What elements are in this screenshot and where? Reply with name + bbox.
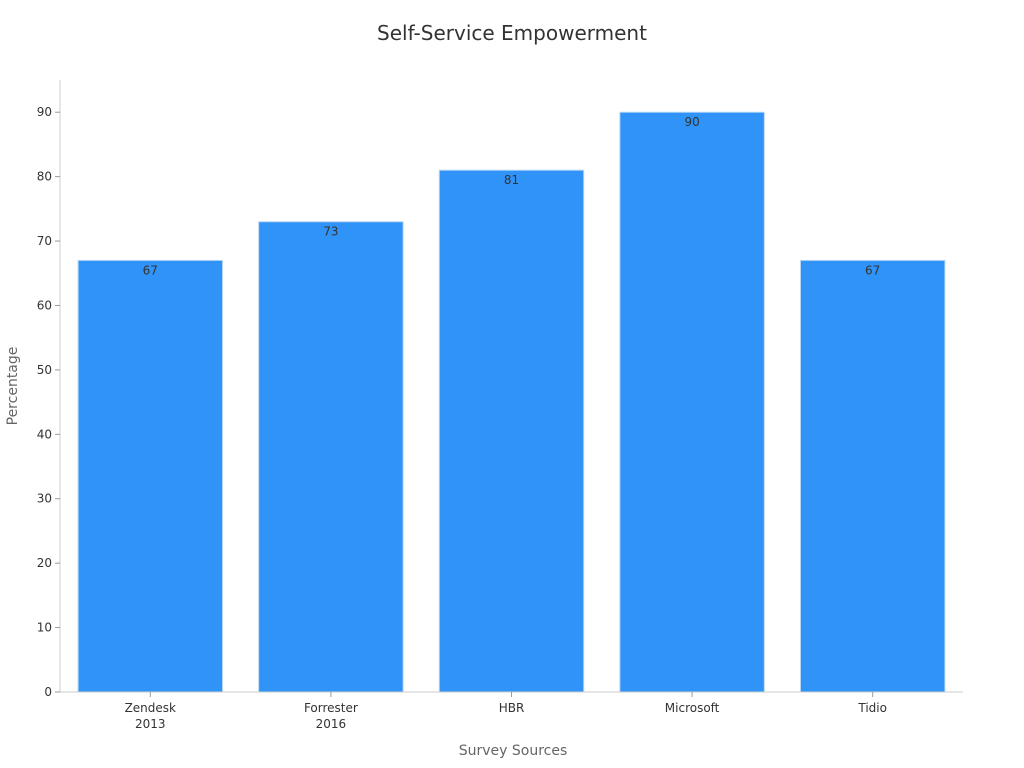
bars-group: 67 73 81 90 67 [77,111,946,693]
bar-3 [619,111,765,693]
y-tick-label-40: 40 [37,427,52,441]
y-tick-label-30: 30 [37,492,52,506]
data-label-4: 67 [865,263,880,277]
x-axis-label: Survey Sources [459,743,568,759]
bar-4 [799,259,946,693]
y-axis: 0 10 20 30 40 50 60 70 80 90 [37,80,61,699]
y-tick-label-90: 90 [37,105,52,119]
y-tick-label-80: 80 [37,170,52,184]
data-label-3: 90 [684,115,699,129]
bar-2 [438,169,585,693]
data-label-2: 81 [504,173,519,187]
y-axis-label: Percentage [5,347,21,426]
chart-title: Self-Service Empowerment [377,21,647,45]
bar-1 [258,221,404,693]
y-tick-label-60: 60 [37,298,52,312]
y-tick-label-20: 20 [37,556,52,570]
x-tick-label-3: Microsoft [665,701,720,715]
x-axis: Zendesk 2013 Forrester 2016 HBR Microsoft Tidi… [60,691,963,731]
bar-0 [77,259,224,693]
data-label-1: 73 [323,225,338,239]
y-tick-label-70: 70 [37,234,52,248]
data-label-0: 67 [143,263,158,277]
x-tick-label-0: Zendesk 2013 [125,701,176,731]
x-tick-label-2: HBR [499,701,525,715]
y-tick-label-50: 50 [37,363,52,377]
x-tick-label-4: Tidio [857,701,887,715]
y-tick-label-10: 10 [37,621,52,635]
y-tick-label-0: 0 [44,685,52,699]
x-tick-label-1: Forrester 2016 [304,701,358,731]
